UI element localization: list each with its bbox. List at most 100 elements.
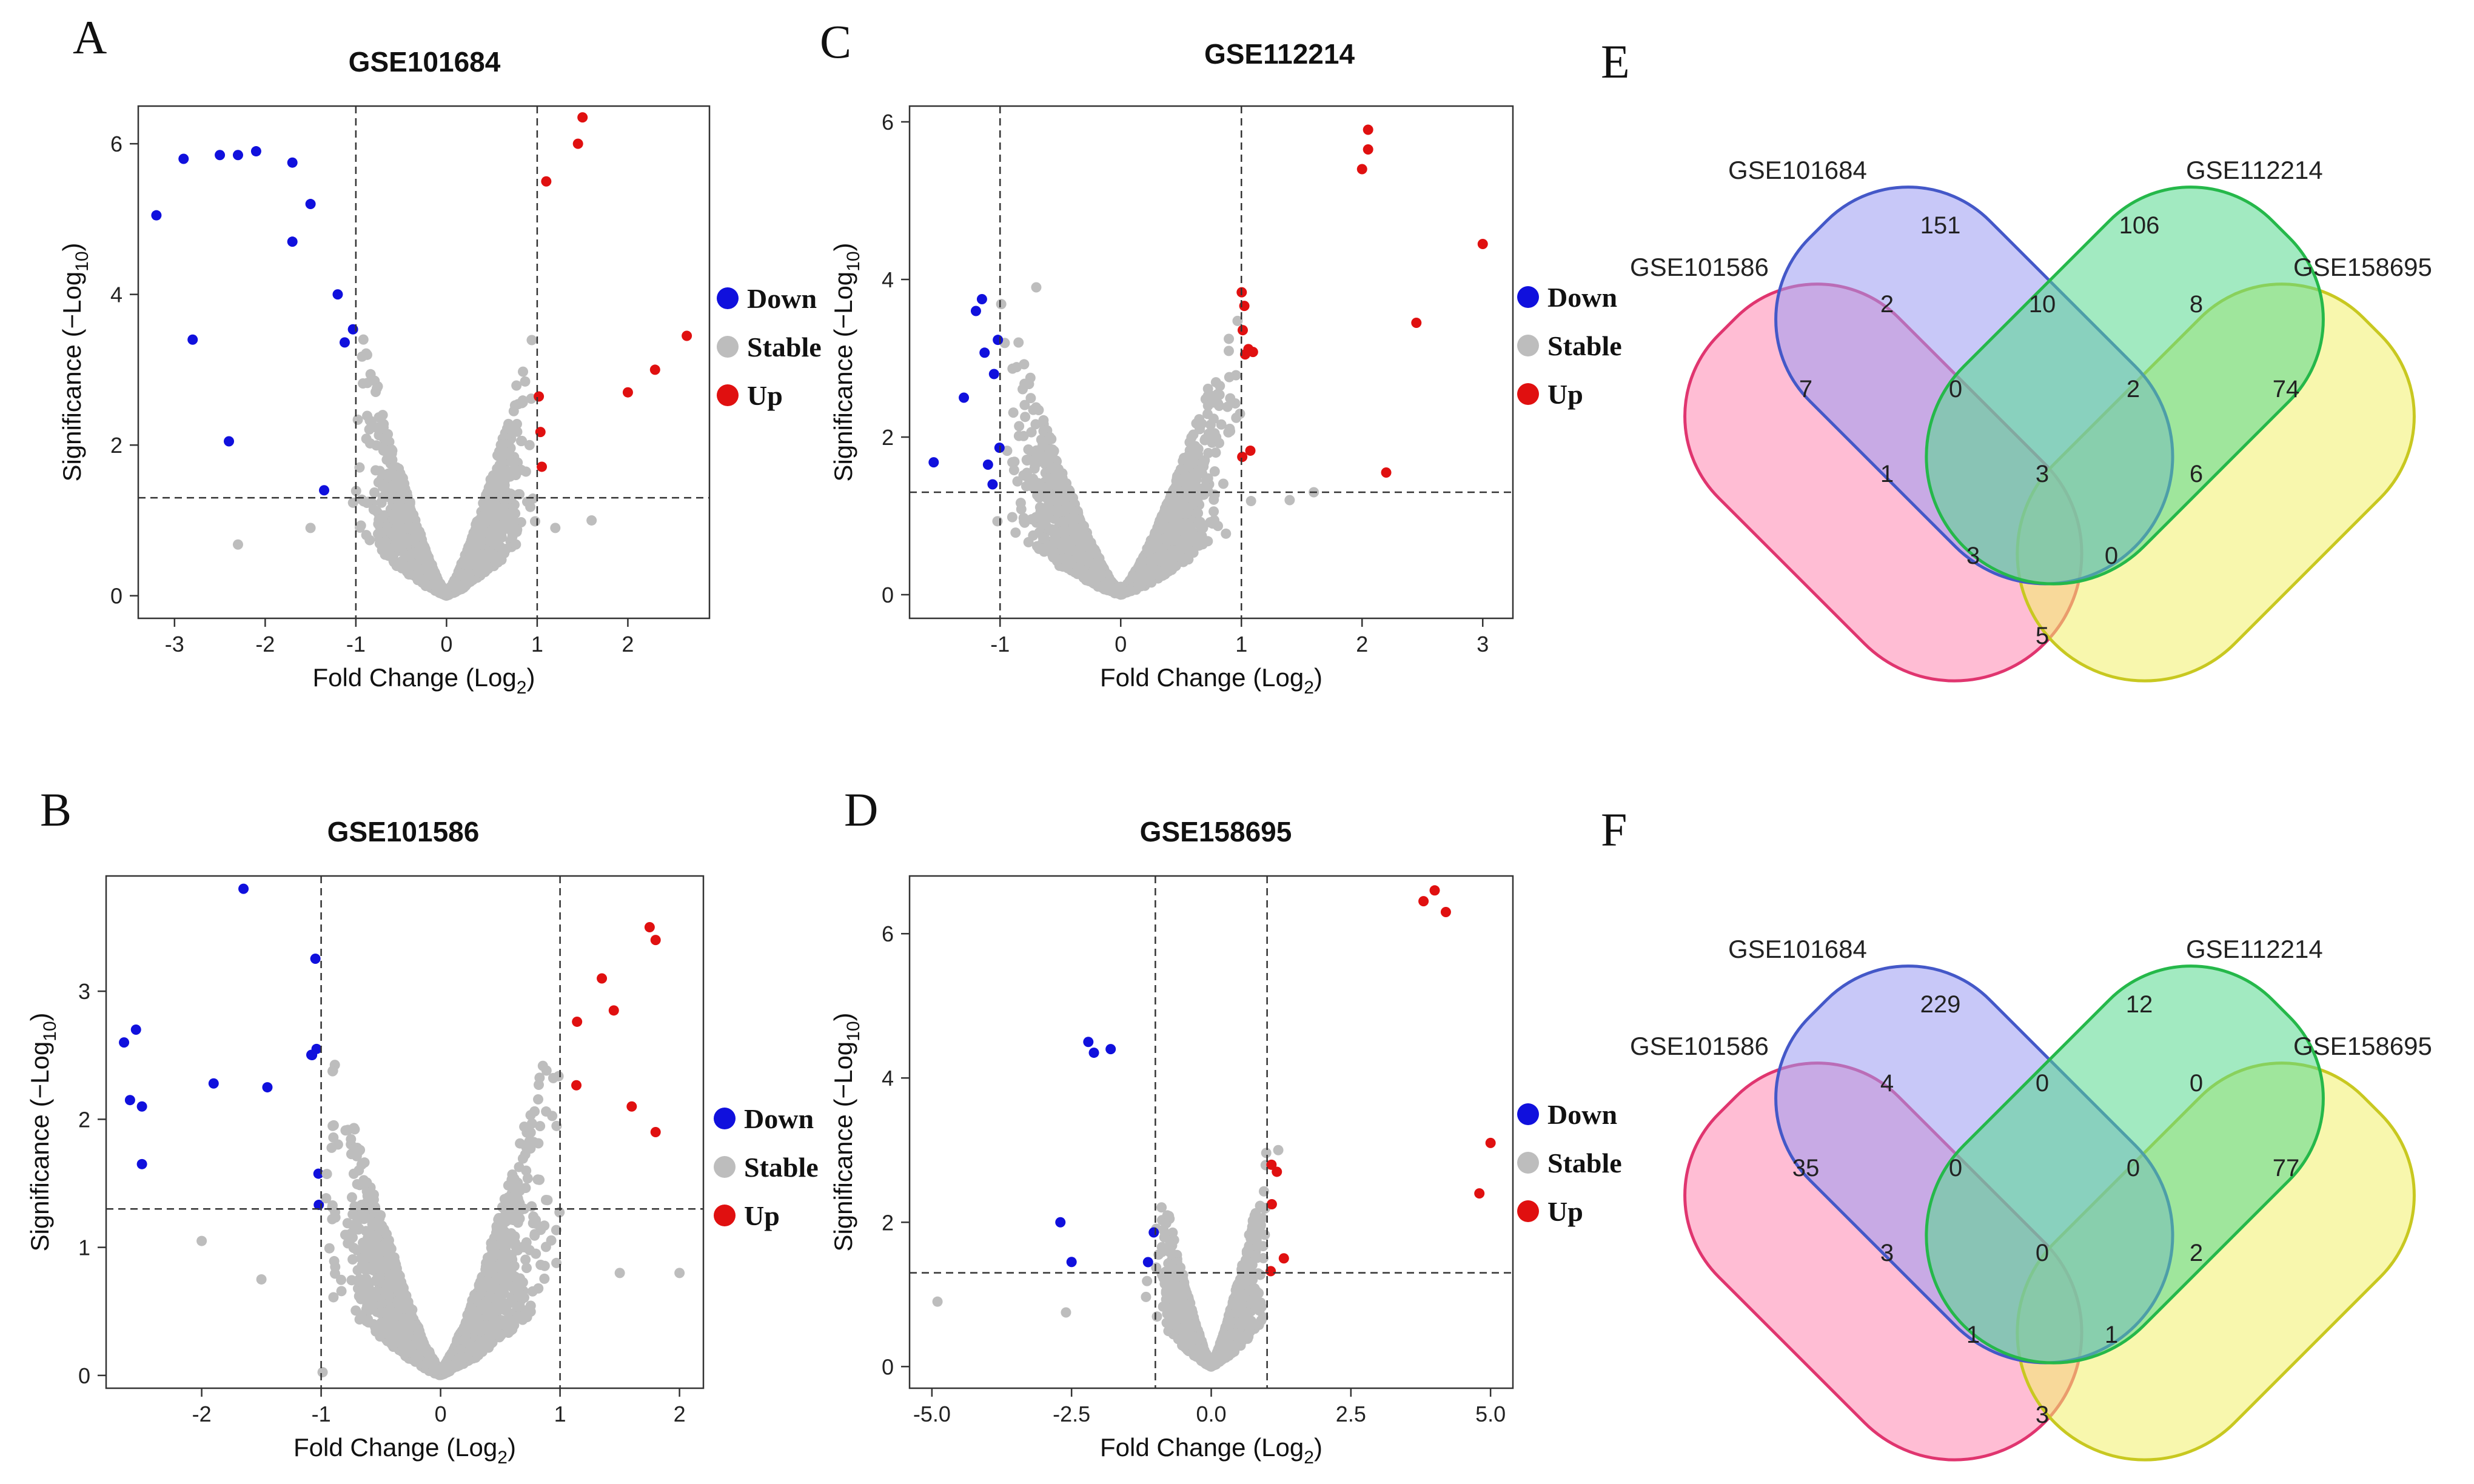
legend-down-label: Down bbox=[747, 283, 817, 314]
stable-point bbox=[370, 1275, 381, 1286]
stable-point bbox=[526, 1118, 537, 1129]
stable-point bbox=[346, 1134, 357, 1145]
stable-point bbox=[494, 520, 505, 531]
stable-point bbox=[409, 535, 420, 546]
stable-point bbox=[361, 530, 372, 541]
stable-point bbox=[522, 1173, 533, 1184]
stable-point bbox=[527, 1286, 538, 1297]
stable-point bbox=[529, 1230, 540, 1241]
stable-point bbox=[492, 463, 503, 474]
stable-point bbox=[232, 539, 243, 550]
stable-point bbox=[531, 1248, 541, 1259]
legend-stable-label: Stable bbox=[747, 332, 822, 363]
x-tick-label: 2 bbox=[622, 632, 634, 657]
stable-point bbox=[533, 1094, 544, 1105]
stable-point bbox=[509, 458, 520, 469]
stable-point bbox=[378, 1317, 389, 1328]
stable-point bbox=[488, 508, 498, 519]
panel-letter: A bbox=[73, 11, 107, 64]
x-tick-label: -3 bbox=[165, 632, 184, 657]
stable-point bbox=[483, 552, 494, 563]
y-axis-label-text: Significance (−Log bbox=[58, 272, 86, 482]
stable-point bbox=[517, 366, 528, 377]
stable-point bbox=[507, 1262, 518, 1272]
legend-stable-marker bbox=[717, 336, 739, 358]
x-tick-label: -1 bbox=[346, 632, 366, 657]
stable-point bbox=[389, 509, 400, 520]
stable-point bbox=[374, 412, 384, 423]
stable-point bbox=[380, 536, 391, 547]
up-point bbox=[541, 176, 552, 187]
stable-point bbox=[529, 516, 540, 527]
y-tick-label: 0 bbox=[110, 584, 122, 609]
plot-frame bbox=[137, 105, 711, 620]
stable-point bbox=[529, 1106, 540, 1117]
stable-point bbox=[494, 446, 505, 457]
legend-down-marker bbox=[717, 287, 739, 309]
stable-point bbox=[374, 514, 384, 525]
down-point bbox=[339, 337, 350, 348]
stable-point bbox=[383, 470, 394, 481]
up-point bbox=[622, 387, 633, 398]
up-point bbox=[537, 461, 548, 472]
stable-point bbox=[346, 1192, 357, 1203]
stable-point bbox=[368, 1291, 379, 1302]
down-point bbox=[151, 210, 162, 221]
down-point bbox=[178, 153, 189, 164]
down-point bbox=[215, 150, 226, 161]
y-axis-label-close: ) bbox=[58, 242, 86, 251]
stable-point bbox=[361, 348, 372, 359]
stable-point bbox=[354, 462, 365, 473]
x-tick-label: 0 bbox=[440, 632, 452, 657]
y-axis-label-subscript: 10 bbox=[72, 251, 92, 271]
up-point bbox=[534, 391, 545, 402]
stable-point bbox=[501, 1304, 512, 1315]
up-point bbox=[572, 1016, 583, 1027]
stable-point bbox=[321, 1193, 332, 1204]
stable-point bbox=[508, 1177, 519, 1188]
stable-point bbox=[521, 1237, 532, 1248]
stable-point bbox=[528, 1137, 539, 1148]
stable-point bbox=[526, 1201, 537, 1212]
stable-point bbox=[347, 497, 358, 508]
stable-point bbox=[475, 539, 486, 550]
up-point bbox=[682, 330, 692, 341]
stable-point bbox=[352, 414, 363, 425]
up-point bbox=[571, 1080, 582, 1091]
down-point bbox=[307, 1050, 318, 1061]
stable-point bbox=[361, 1177, 372, 1188]
stable-point bbox=[336, 1274, 347, 1285]
stable-point bbox=[381, 454, 392, 465]
stable-point bbox=[428, 567, 439, 578]
stable-point bbox=[511, 526, 522, 537]
stable-point bbox=[528, 1218, 538, 1229]
stable-point bbox=[383, 550, 394, 561]
stable-point bbox=[328, 1132, 339, 1143]
stable-point bbox=[368, 504, 379, 515]
stable-point bbox=[414, 547, 424, 558]
panel-title: GSE101586 bbox=[327, 816, 480, 847]
x-axis-label-close: ) bbox=[526, 663, 535, 692]
stable-point bbox=[371, 1238, 382, 1249]
stable-point bbox=[382, 435, 393, 446]
stable-point bbox=[305, 523, 316, 533]
stable-point bbox=[524, 440, 535, 450]
stable-point bbox=[365, 369, 376, 379]
stable-point bbox=[411, 521, 422, 532]
stable-point bbox=[395, 541, 406, 552]
stable-point bbox=[491, 531, 502, 542]
up-point bbox=[649, 364, 660, 375]
down-point bbox=[224, 436, 235, 447]
stable-point bbox=[396, 484, 407, 495]
stable-point bbox=[370, 422, 381, 433]
y-tick-label: 6 bbox=[110, 132, 122, 156]
down-point bbox=[232, 150, 243, 161]
stable-point bbox=[550, 523, 561, 533]
down-point bbox=[287, 157, 298, 168]
x-axis-label-subscript: 2 bbox=[517, 678, 527, 698]
stable-point bbox=[547, 1111, 558, 1121]
stable-point bbox=[494, 473, 505, 484]
down-point bbox=[305, 199, 316, 210]
stable-point bbox=[324, 1243, 335, 1254]
